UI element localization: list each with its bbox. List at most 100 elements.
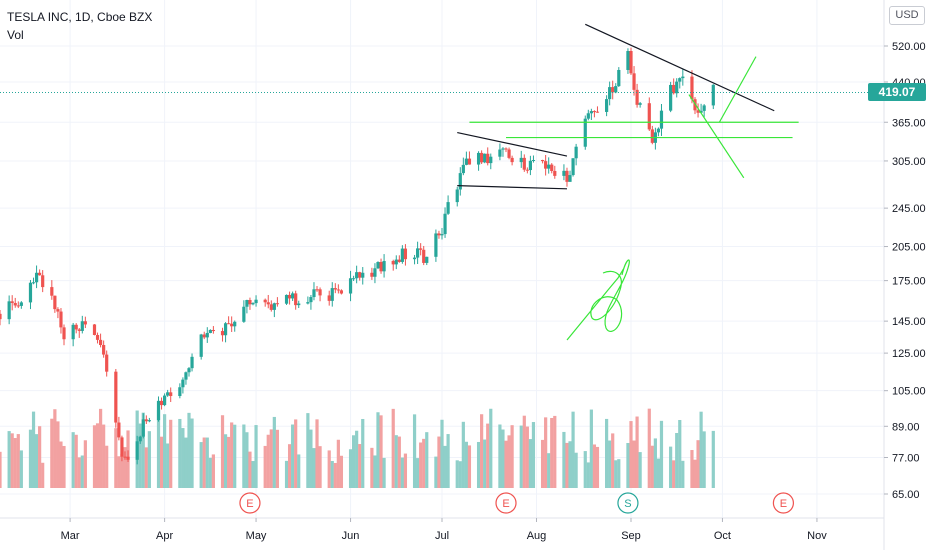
- candle-body: [297, 303, 301, 306]
- volume-bar: [312, 448, 316, 488]
- volume-bar: [510, 425, 514, 488]
- candle-body: [284, 294, 289, 304]
- volume-bar: [419, 442, 423, 488]
- volume-bar: [266, 434, 270, 488]
- volume-bar: [336, 439, 340, 488]
- volume-bar: [370, 447, 374, 488]
- volume-bar: [440, 419, 444, 488]
- volume-bar: [632, 440, 636, 488]
- currency-selector[interactable]: USD: [889, 6, 925, 25]
- volume-bar: [220, 415, 225, 488]
- candle-body: [443, 213, 447, 235]
- volume-bar: [245, 432, 249, 488]
- candle-body: [339, 290, 344, 294]
- candle-body: [501, 148, 505, 150]
- candle-body: [269, 304, 273, 310]
- candle-body: [614, 86, 618, 93]
- volume-bar: [144, 447, 148, 488]
- price-axis-ticks: 520.00440.00365.00305.00245.00205.00175.…: [884, 41, 926, 501]
- candle-body: [202, 334, 206, 338]
- volume-bar: [34, 434, 39, 488]
- candle-body: [242, 306, 246, 322]
- volume-bar: [315, 419, 319, 488]
- volume-bar: [0, 451, 2, 488]
- volume-bar: [7, 431, 11, 488]
- y-tick-label: 125.00: [892, 348, 926, 360]
- candle-body: [547, 164, 551, 169]
- candle-body: [306, 302, 310, 304]
- candle-body: [690, 76, 694, 100]
- candle-body: [422, 249, 426, 263]
- volume-bar: [208, 457, 212, 488]
- volume-bar: [568, 441, 572, 488]
- volume-bar: [455, 460, 459, 488]
- candle-body: [248, 300, 252, 305]
- candle-body: [571, 158, 575, 176]
- volume-bar: [159, 436, 164, 488]
- volume-bar: [138, 423, 142, 488]
- candle-body: [333, 288, 337, 290]
- volume-bar: [565, 442, 569, 488]
- volume-bar: [242, 424, 246, 488]
- candle-body: [455, 189, 459, 203]
- volume-bar: [626, 442, 630, 488]
- candle-body: [696, 110, 700, 113]
- candle-body: [263, 299, 267, 303]
- candle-body: [550, 164, 554, 171]
- candle-body: [348, 278, 353, 294]
- volume-bar: [522, 415, 526, 488]
- candle-body: [647, 103, 651, 130]
- candle-body: [699, 110, 703, 113]
- candle-body: [220, 331, 225, 336]
- volume-bar: [120, 453, 124, 488]
- volume-bar: [166, 443, 170, 488]
- candle-body: [254, 299, 258, 304]
- candle-body: [370, 272, 374, 277]
- candle-body: [675, 81, 679, 94]
- volume-bar: [83, 440, 87, 488]
- volume-bar: [458, 461, 462, 488]
- volume-bar: [187, 412, 191, 488]
- candle-body: [184, 372, 188, 380]
- volume-bar: [464, 441, 468, 488]
- candle-body: [358, 272, 362, 278]
- candle-body: [464, 158, 468, 165]
- volume-bar: [391, 408, 395, 488]
- volume-bar: [605, 418, 609, 488]
- volume-bar: [403, 453, 408, 488]
- candle-body: [156, 400, 161, 421]
- volume-bar: [574, 452, 578, 488]
- candle-body: [315, 289, 319, 291]
- volume-bar: [489, 408, 493, 488]
- candle-body: [419, 248, 423, 250]
- candle-body: [291, 293, 295, 299]
- candle-body: [656, 128, 661, 133]
- candle-body: [540, 159, 545, 162]
- volume-bar: [352, 435, 356, 488]
- candle-body: [92, 324, 97, 335]
- volume-bar: [53, 409, 57, 488]
- candle-body: [53, 295, 57, 310]
- candle-body: [583, 118, 587, 147]
- black-trendline: [457, 185, 567, 190]
- volume-bar: [583, 451, 587, 488]
- candle-body: [114, 371, 118, 423]
- volume-bar: [254, 425, 258, 488]
- candle-body: [294, 293, 298, 306]
- volume-bar: [617, 459, 621, 488]
- candle-body: [416, 248, 420, 258]
- candle-body: [467, 158, 472, 165]
- candle-body: [105, 354, 109, 372]
- volume-bar: [525, 426, 529, 488]
- volume-bar: [330, 460, 334, 488]
- candlestick-series: [0, 47, 715, 465]
- candle-body: [199, 334, 203, 357]
- candle-body: [635, 89, 639, 105]
- candle-body: [138, 436, 142, 442]
- candle-body: [592, 111, 597, 113]
- green-trendline: [688, 94, 745, 179]
- volume-bar: [486, 423, 490, 488]
- volume-bar: [672, 460, 676, 488]
- x-tick-label: Jun: [342, 530, 360, 542]
